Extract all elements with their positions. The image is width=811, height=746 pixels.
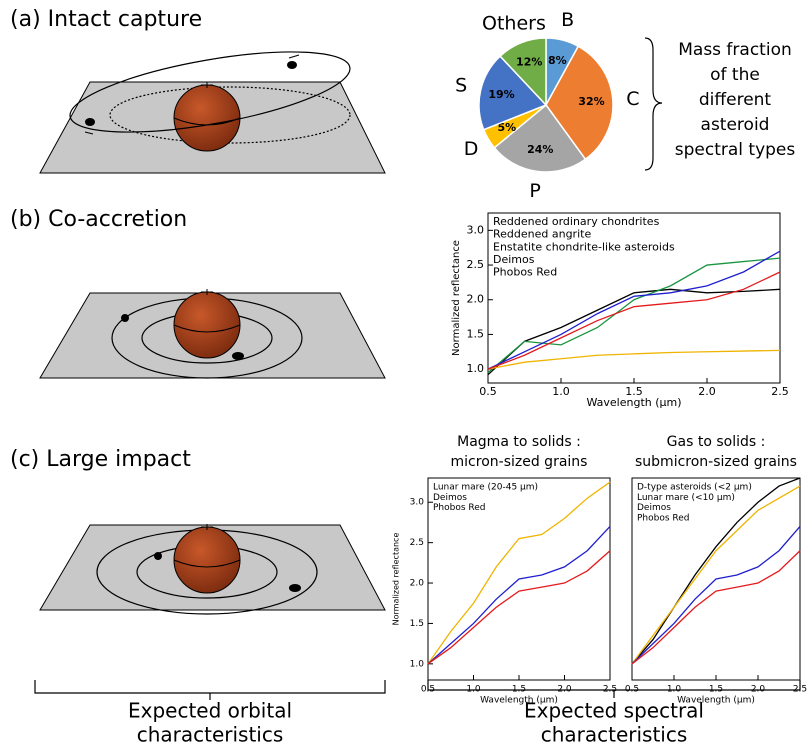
y-tick-label: 1.5 xyxy=(467,327,485,340)
chart-title: Magma to solids : xyxy=(457,434,581,450)
x-tick-label: 1.0 xyxy=(552,385,570,398)
caption: Expected orbital xyxy=(128,699,292,723)
x-tick-label: 1.0 xyxy=(667,685,682,695)
orbit-diagram xyxy=(40,524,385,614)
x-tick-label: 2.0 xyxy=(698,385,716,398)
legend-entry: Enstatite chondrite-like asteroids xyxy=(493,240,675,253)
legend-entry: Reddened angrite xyxy=(493,228,591,241)
legend-entry: Deimos xyxy=(637,503,671,513)
series-line xyxy=(632,551,800,664)
x-tick-label: 1.5 xyxy=(512,685,526,695)
legend-entry: Lunar mare (20-45 µm) xyxy=(433,483,538,493)
x-tick-label: 2.0 xyxy=(751,685,766,695)
series-line xyxy=(488,272,780,369)
caption: characteristics xyxy=(541,723,688,746)
legend-entry: Deimos xyxy=(493,253,535,266)
bracket xyxy=(645,38,662,170)
x-tick-label: 0.5 xyxy=(479,385,497,398)
panel-label: (c) Large impact xyxy=(10,447,191,472)
value-label: 12% xyxy=(516,56,542,69)
orbit-diagram xyxy=(40,36,385,173)
x-tick-label: 1.5 xyxy=(709,685,723,695)
y-tick-label: 3.0 xyxy=(467,223,485,236)
category-label: S xyxy=(455,75,467,97)
series-line xyxy=(428,551,610,664)
note-line: Mass fraction xyxy=(678,40,792,60)
caption: characteristics xyxy=(137,723,284,746)
legend-entry: Phobos Red xyxy=(433,503,486,513)
y-tick-label: 1.5 xyxy=(410,619,424,629)
panel-label: (a) Intact capture xyxy=(10,7,202,32)
legend-entry: Reddened ordinary chondrites xyxy=(493,215,660,228)
legend-entry: D-type asteroids (<2 µm) xyxy=(637,483,752,493)
y-axis-label: Normalized reflectance xyxy=(451,240,462,356)
category-label: Others xyxy=(482,13,546,35)
legend-entry: Lunar mare (<10 µm) xyxy=(637,493,735,503)
note-line: asteroid xyxy=(701,115,770,135)
x-tick-label: 2.5 xyxy=(793,685,807,695)
legend-entry: Phobos Red xyxy=(637,514,690,524)
orbit-diagram xyxy=(40,289,385,378)
note-line: different xyxy=(699,90,772,110)
y-tick-label: 2.5 xyxy=(410,538,424,548)
figure: (a) Intact capture (b) Co-accretion (c) … xyxy=(0,0,811,746)
y-tick-label: 1.0 xyxy=(467,362,485,375)
value-label: 24% xyxy=(527,143,553,156)
y-tick-label: 2.0 xyxy=(410,579,425,589)
y-tick-label: 2.0 xyxy=(467,293,485,306)
value-label: 32% xyxy=(578,95,604,108)
x-axis-label: Wavelength (µm) xyxy=(586,396,681,409)
series-line xyxy=(488,350,780,369)
category-label: D xyxy=(464,138,479,160)
value-label: 8% xyxy=(548,54,567,67)
legend-entry: Deimos xyxy=(433,493,467,503)
x-tick-label: 2.5 xyxy=(771,385,789,398)
y-axis-label: Normalized reflectance xyxy=(392,533,401,626)
y-tick-label: 3.0 xyxy=(410,498,425,508)
value-label: 19% xyxy=(488,88,514,101)
chart-title: Gas to solids : xyxy=(667,434,766,450)
legend-entry: Phobos Red xyxy=(493,266,557,279)
y-tick-label: 1.0 xyxy=(410,659,425,669)
x-tick-label: 1.0 xyxy=(466,685,481,695)
bracket xyxy=(35,680,385,700)
y-tick-label: 2.5 xyxy=(467,258,485,271)
x-tick-label: 0.5 xyxy=(625,685,639,695)
chart-title: submicron-sized grains xyxy=(635,454,797,470)
panel-label: (b) Co-accretion xyxy=(10,207,187,232)
x-tick-label: 2.5 xyxy=(603,685,617,695)
x-tick-label: 0.5 xyxy=(421,685,435,695)
x-axis-label: Wavelength (µm) xyxy=(677,696,755,706)
category-label: P xyxy=(529,180,540,202)
note-line: spectral types xyxy=(675,140,796,160)
category-label: B xyxy=(561,9,574,31)
x-tick-label: 2.0 xyxy=(557,685,572,695)
chart-title: micron-sized grains xyxy=(451,454,588,470)
x-axis-label: Wavelength (µm) xyxy=(480,696,558,706)
note-line: of the xyxy=(710,65,760,85)
category-label: C xyxy=(626,88,639,110)
